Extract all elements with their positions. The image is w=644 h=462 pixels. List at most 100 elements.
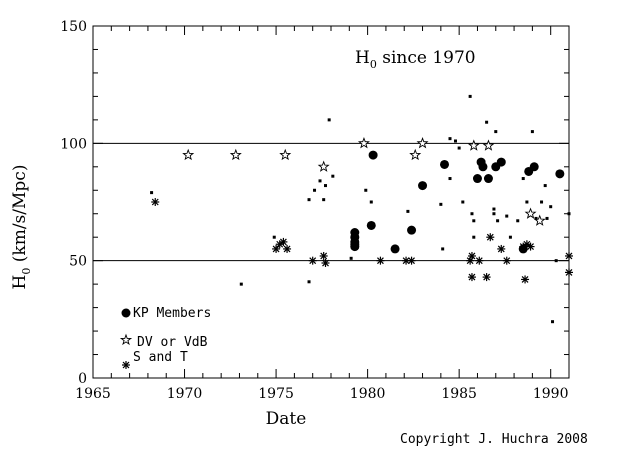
s-and-t-point	[565, 251, 573, 260]
other-measurement-point	[322, 198, 326, 202]
legend-marker-kp-members	[121, 308, 131, 318]
other-measurement-point	[468, 94, 472, 98]
dv-or-vdb-point	[416, 137, 429, 149]
other-measurement-point	[492, 207, 496, 211]
x-tick-label: 1970	[167, 386, 203, 402]
legend-label-s-and-t: S and T	[133, 350, 188, 365]
other-measurement-point	[307, 198, 311, 202]
kp-members-point	[483, 174, 493, 184]
data-points	[150, 94, 573, 324]
kp-members-point	[407, 225, 417, 235]
y-tick-label: 50	[69, 254, 87, 270]
other-measurement-point	[239, 282, 243, 286]
kp-members-point	[478, 162, 488, 172]
x-axis-label: Date	[266, 409, 307, 429]
s-and-t-point	[376, 256, 385, 265]
other-measurement-point	[554, 259, 558, 263]
kp-members-point	[350, 228, 360, 238]
other-measurement-point	[327, 118, 331, 122]
other-measurement-point	[406, 209, 410, 213]
s-and-t-point	[151, 198, 160, 206]
s-and-t-point	[272, 244, 281, 253]
kp-members-point	[366, 220, 376, 230]
other-measurement-point	[150, 191, 154, 195]
s-and-t-point	[283, 244, 292, 253]
other-measurement-point	[472, 219, 476, 223]
dv-or-vdb-point	[317, 160, 330, 172]
other-measurement-point	[441, 247, 445, 251]
other-measurement-point	[349, 256, 353, 260]
x-tick-label: 1980	[350, 386, 386, 402]
kp-members-point	[555, 169, 565, 179]
other-measurement-point	[492, 212, 496, 216]
other-measurement-point	[307, 280, 311, 284]
other-measurement-point	[530, 130, 534, 134]
dv-or-vdb-point	[524, 207, 537, 219]
other-measurement-point	[534, 216, 538, 220]
other-measurement-point	[516, 219, 520, 223]
other-measurement-point	[567, 212, 571, 216]
other-measurement-point	[508, 235, 512, 239]
axis-ticks	[92, 25, 570, 379]
legend: KP Members DV or VdB S and T	[119, 306, 211, 369]
s-and-t-point	[475, 256, 484, 265]
y-axis-label: H0 (km/s/Mpc)	[10, 165, 33, 290]
legend-label-dv-or-vdb: DV or VdB	[137, 335, 208, 350]
kp-members-point	[390, 244, 400, 254]
s-and-t-point	[321, 259, 330, 268]
y-tick-label: 100	[60, 136, 87, 152]
other-measurement-point	[496, 219, 500, 223]
other-measurement-point	[540, 200, 544, 204]
other-measurement-point	[324, 184, 328, 188]
kp-members-point	[350, 239, 360, 249]
kp-members-point	[418, 181, 428, 191]
kp-members-point	[529, 162, 539, 172]
other-measurement-point	[369, 200, 373, 204]
other-measurement-point	[448, 177, 452, 181]
y-tick-label: 150	[60, 19, 87, 35]
copyright-notice: Copyright J. Huchra 2008	[400, 432, 588, 447]
legend-label-kp-members: KP Members	[133, 306, 211, 321]
dv-or-vdb-point	[279, 148, 292, 161]
x-tick-label: 1965	[75, 386, 111, 402]
legend-marker-s-and-t	[122, 361, 130, 369]
legend-marker-dv-or-vdb	[119, 333, 133, 346]
s-and-t-point	[565, 268, 573, 277]
kp-members-point	[440, 159, 450, 169]
dv-or-vdb-point	[182, 148, 195, 161]
other-measurement-point	[272, 235, 276, 239]
other-measurement-point	[543, 184, 547, 188]
other-measurement-point	[364, 188, 368, 192]
s-and-t-point	[482, 273, 491, 282]
dv-or-vdb-point	[467, 139, 480, 151]
s-and-t-point	[486, 233, 495, 242]
other-measurement-point	[461, 200, 465, 204]
s-and-t-point	[308, 256, 317, 265]
other-measurement-point	[448, 137, 452, 141]
dv-or-vdb-point	[482, 139, 495, 151]
other-measurement-point	[313, 188, 317, 192]
s-and-t-point	[467, 273, 476, 282]
other-measurement-point	[494, 130, 498, 134]
other-measurement-point	[318, 179, 322, 183]
s-and-t-point	[407, 256, 416, 265]
other-measurement-point	[549, 205, 553, 209]
tick-labels: 1965 1970 1975 1980 1985 1990 0 50 100 150	[60, 19, 568, 402]
chart-title: H0 since 1970	[355, 48, 476, 71]
other-measurement-point	[439, 202, 443, 206]
other-measurement-point	[470, 212, 474, 216]
dv-or-vdb-point	[357, 137, 370, 149]
kp-members-point	[472, 174, 482, 184]
y-tick-label: 0	[78, 371, 87, 387]
other-measurement-point	[551, 320, 555, 324]
other-measurement-point	[525, 200, 529, 204]
s-and-t-point	[526, 242, 535, 251]
other-measurement-point	[545, 216, 549, 220]
other-measurement-point	[331, 174, 335, 178]
plot-frame	[92, 25, 570, 379]
other-measurement-point	[453, 139, 457, 143]
other-measurement-point	[457, 146, 461, 150]
s-and-t-point	[521, 275, 530, 284]
x-tick-label: 1990	[533, 386, 569, 402]
